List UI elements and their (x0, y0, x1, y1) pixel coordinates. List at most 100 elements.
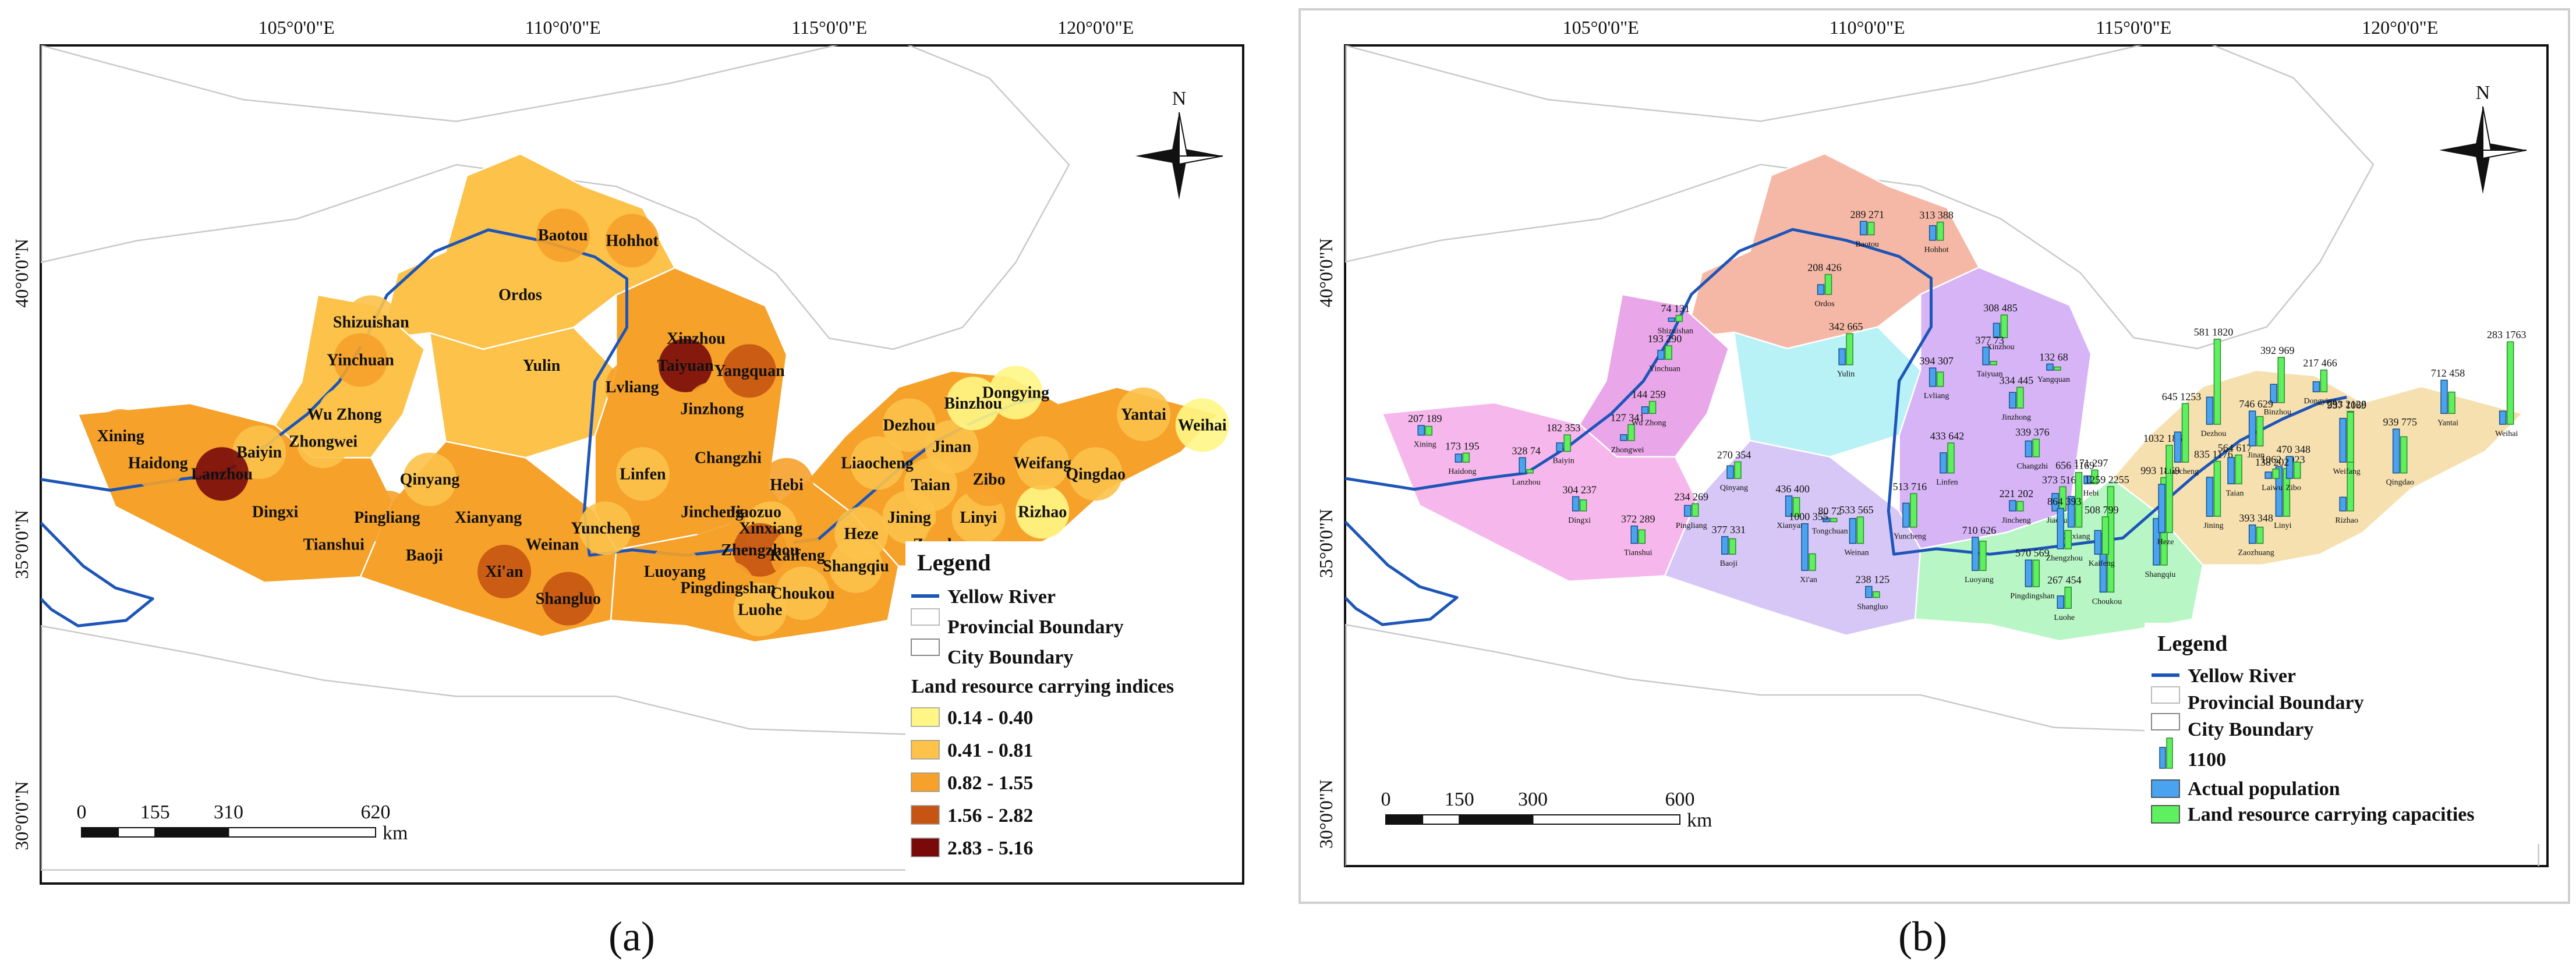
panel-a-legend-class-label: 2.83 - 5.16 (947, 838, 1033, 859)
panel-b-city-label: Hebi (2083, 489, 2099, 498)
panel-a-city-patch (962, 452, 1016, 506)
panel-b-bar-population (2392, 428, 2400, 474)
panel-b-city-label: Dezhou (2201, 430, 2227, 438)
panel-a-city-label: Haidong (128, 455, 188, 473)
panel-a-legend-class-swatch (911, 838, 940, 857)
panel-a-city-label: Hebi (770, 476, 804, 494)
panel-b-bar-label: 289 271 (1850, 208, 1884, 220)
panel-b-lat-label: 35°0'0"N (1315, 509, 1336, 578)
panel-a-city-label: Qingdao (1066, 465, 1126, 483)
panel-a-city-patch (834, 506, 889, 561)
panel-b-region-shaanxi-n (1733, 326, 1922, 458)
panel-a-city-patch (131, 436, 185, 490)
panel-a-city-label: Weifang (1013, 455, 1071, 473)
panel-b-lon-label: 115°0'0"E (2096, 17, 2171, 38)
panel-b-bar-label: 1259 2255 (2085, 474, 2129, 485)
panel-a-city-label: Yinchuan (327, 352, 394, 370)
panel-a-city-patch (850, 436, 904, 490)
panel-b-city-label: Ordos (1814, 300, 1834, 308)
panel-b-bar-capacity (1675, 315, 1683, 322)
panel-a-city-label: Xianyang (455, 509, 522, 527)
panel-b-bar-population (2206, 396, 2214, 425)
panel-b-bar-label: 746 629 (2239, 398, 2273, 410)
panel-a-city-label: Xi'an (485, 563, 523, 581)
panel-b-bar-population (1801, 523, 1809, 571)
panel-b-bar-label: 433 642 (1930, 430, 1965, 442)
panel-b-bar-capacity (1462, 452, 1470, 463)
panel-b-city-label: Jinzhong (2002, 413, 2032, 422)
panel-b-city-label: Xinxiang (2060, 533, 2090, 541)
panel-b-city-label: Laiwu (2262, 484, 2283, 492)
panel-a-legend-class-swatch (911, 805, 940, 825)
panel-a-city-label: Shangluo (536, 590, 601, 608)
panel-a-city-label: Yantai (1121, 406, 1166, 424)
panel-a-lon-label: 110°0'0"E (525, 17, 601, 38)
panel-b-bar-population (1940, 452, 1947, 474)
panel-a-city-patch (659, 338, 713, 392)
panel-b-bar-label: 513 716 (1893, 481, 1927, 492)
panel-b-bar-capacity (1665, 345, 1672, 360)
panel-a-legend-classes-title: Land resource carrying indices (911, 676, 1174, 697)
panel-b-bar-capacity (2235, 454, 2242, 485)
panel-a-city-label: Yulin (523, 357, 561, 375)
panel-b-lon-label: 105°0'0"E (1563, 17, 1639, 38)
panel-b-bar-capacity (2000, 314, 2008, 338)
panel-b-city-label: Changzhi (2017, 462, 2048, 471)
panel-b-city-label: Qinyang (1720, 484, 1748, 492)
panel-b-bar-label: 132 68 (2039, 351, 2068, 363)
panel-b-bar-label: 864 393 (2047, 495, 2082, 507)
panel-a-city-label: Jiaozuo (728, 503, 781, 522)
panel-b-bar-population (2174, 431, 2182, 463)
panel-b-bar-label: 393 348 (2239, 512, 2273, 524)
panel-b-bar-capacity (1425, 425, 1432, 436)
panel-b-bar-capacity (2101, 516, 2110, 555)
panel-a-city-label: Wu Zhong (307, 406, 382, 424)
panel-a-city-label: Baotou (538, 226, 588, 244)
panel-b-scale-unit: km (1687, 810, 1712, 831)
panel-b-city-label: Jincheng (2002, 516, 2031, 525)
panel-b-bar-label: 308 485 (1983, 302, 2018, 314)
panel-b-bar-population (1865, 586, 1873, 598)
panel-b-bar-capacity (1729, 538, 1736, 555)
panel-b-bar-capacity (2054, 366, 2061, 371)
panel-b-bar-label: 313 388 (1919, 210, 1954, 221)
panel-a-north-label: N (1172, 88, 1187, 109)
panel-b-bar-capacity (1867, 221, 1875, 236)
panel-b-north-arrow: N (2439, 82, 2527, 194)
panel-b-bar-population (2339, 496, 2347, 512)
panel-b-bar-label: 74 131 (1661, 303, 1690, 314)
panel-a-city-label: Heze (844, 525, 879, 543)
panel-b-legend-series-label: Land resource carrying capacities (2188, 804, 2475, 825)
panel-b-bar-population (1630, 525, 1638, 544)
panel-a-lon-label: 105°0'0"E (259, 17, 335, 38)
panel-a-city-label: Weihai (1178, 416, 1227, 434)
panel-b-city-label: Yantai (2437, 418, 2458, 427)
panel-a-legend-item: Yellow River (947, 586, 1056, 608)
panel-a-city-patch (989, 366, 1043, 420)
panel-b-city-label: Rizhao (2335, 516, 2358, 525)
panel-b-city-label: Binzhou (2264, 408, 2291, 417)
panel-b-legend-key-label: 1100 (2188, 749, 2226, 771)
panel-b-bar-capacity (2075, 471, 2083, 528)
panel-b-bar-population (2057, 595, 2064, 609)
panel-b-bar-label: 328 74 (1512, 445, 1541, 456)
panel-a-city-label: Zhengzhou (721, 541, 799, 559)
panel-b-bar-population (1721, 536, 1729, 555)
panel-b-city-label: Luoyang (1965, 576, 1994, 584)
panel-b-city-label: Xining (1414, 441, 1436, 449)
panel-b-bar-population (1684, 505, 1692, 517)
panel-b-bar-capacity (2213, 338, 2221, 425)
panel-a-scale-tick: 310 (214, 801, 243, 823)
panel-b-bar-population (1859, 221, 1867, 236)
panel-a-legend-class-label: 1.56 - 2.82 (947, 805, 1033, 827)
panel-b-bar-label: 334 445 (2000, 374, 2034, 386)
panel-b-bar-label: 656 1169 (2055, 460, 2094, 471)
panel-b-bar-capacity (2213, 460, 2221, 517)
panel-a-city-patch (360, 490, 414, 544)
panel-a-legend-class-label: 0.41 - 0.81 (947, 740, 1033, 761)
panel-b-bar-population (1641, 406, 1649, 414)
panel-a-scale-tick: 0 (77, 801, 87, 823)
panel-b-bar-capacity (1792, 497, 1800, 517)
